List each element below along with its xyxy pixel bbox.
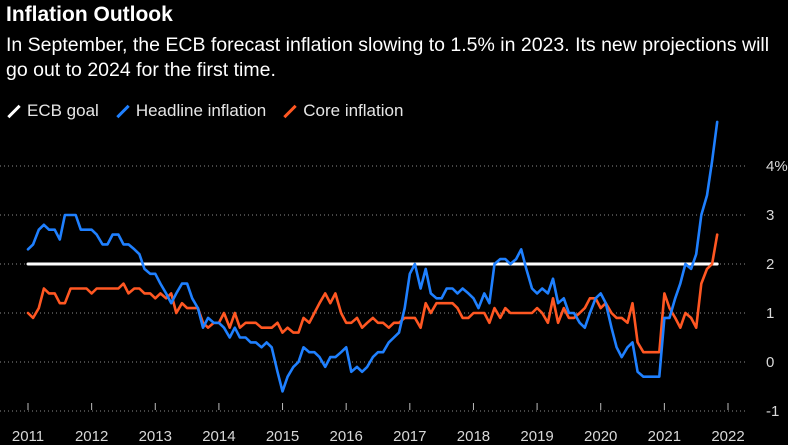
x-tick-label-2018: 2018 [457,428,490,445]
x-tick-label-2016: 2016 [329,428,362,445]
x-tick-label-2021: 2021 [648,428,681,445]
legend-label-headline-inflation: Headline inflation [135,101,267,120]
legend-label-ecb-goal: ECB goal [27,101,99,120]
legend-item-core-inflation: Core inflation [282,101,403,121]
x-tick-label-2014: 2014 [202,428,235,445]
chart-subtitle: In September, the ECB forecast inflation… [6,34,770,81]
legend-label-core-inflation: Core inflation [303,101,404,120]
x-tick-label-2011: 2011 [12,428,44,445]
y-tick-label-2: 2 [766,256,774,273]
x-tick-label-2012: 2012 [75,428,108,445]
y-tick-label-3: 3 [766,207,774,224]
chart-title: Inflation Outlook [6,3,173,26]
y-tick-label-0: 0 [766,354,774,371]
legend-item-headline-inflation: Headline inflation [115,101,266,121]
x-tick-label-2015: 2015 [266,428,299,445]
y-tick-label-1: 1 [766,305,774,322]
legend-item-ecb-goal: ECB goal [6,101,99,121]
x-tick-label-2017: 2017 [393,428,426,445]
series-line-headline-inflation [26,120,719,393]
x-tick-label-2013: 2013 [139,428,172,445]
series-line-core-inflation [26,233,719,354]
x-tick-label-2020: 2020 [584,428,617,445]
x-tick-label-2022: 2022 [711,428,744,445]
y-tick-label--1: -1 [766,403,779,420]
legend: ECB goal Headline inflation Core inflati… [6,99,419,123]
x-tick-label-2019: 2019 [520,428,553,445]
y-tick-label-4: 4% [766,158,788,175]
